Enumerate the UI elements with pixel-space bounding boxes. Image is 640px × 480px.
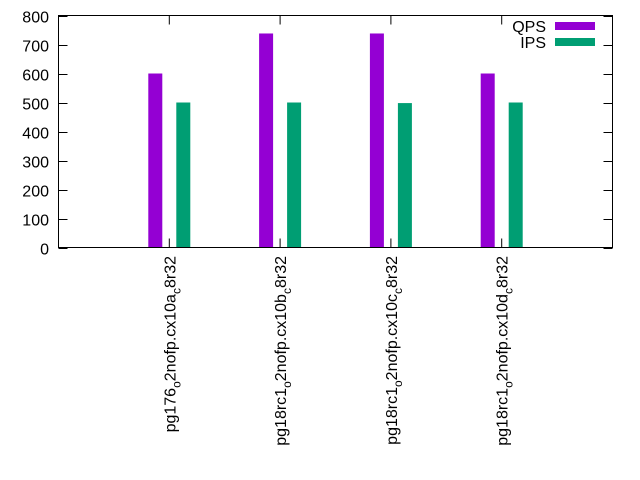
y-tick-label: 100 [22,213,49,230]
x-tick-label: pg18rc1o2nofp.cx10cc8r32 [384,256,405,445]
bar-qps [148,73,163,248]
x-tick-label-part: 2nofp.cx10a [162,294,179,381]
x-tick-label-part: 2nofp.cx10c [384,294,401,380]
legend-label-qps: QPS [512,19,546,36]
x-tick-label-part: 8r32 [273,256,290,288]
bar-qps [259,33,274,248]
bar-ips [287,102,302,248]
x-tick-label: pg18rc1o2nofp.cx10dc8r32 [495,256,516,446]
x-tick-label-part: pg18rc1 [495,388,512,446]
y-tick-label: 0 [40,242,49,259]
x-tick-label-part: 8r32 [384,256,401,288]
y-tick-label: 200 [22,184,49,201]
x-tick-label: pg18rc1o2nofp.cx10bc8r32 [273,256,294,446]
y-tick-label: 800 [22,10,49,27]
x-tick-label: pg176o2nofp.cx10ac8r32 [162,256,183,433]
x-tick-label-part: c [169,288,183,294]
x-tick-label-part: 2nofp.cx10d [495,294,512,381]
x-tick-label-part: pg18rc1 [273,388,290,446]
x-tick-label-part: 8r32 [495,256,512,288]
legend-label-ips: IPS [520,35,546,52]
bar-ips [176,102,191,248]
x-tick-labels: pg176o2nofp.cx10ac8r32pg18rc1o2nofp.cx10… [162,256,515,446]
x-tick-label-part: o [280,381,294,388]
x-tick-label-part: o [391,380,405,387]
x-tick-label-part: o [169,381,183,388]
bars [148,33,523,248]
legend-swatch-ips [555,38,595,46]
y-tick-label: 400 [22,126,49,143]
x-tick-label-part: 2nofp.cx10b [273,294,290,381]
y-tick-label: 600 [22,68,49,85]
plot-frame [58,15,613,248]
legend-swatch-qps [555,22,595,30]
bar-qps [480,73,495,248]
bar-ips [397,103,412,248]
x-tick-label-part: o [502,381,516,388]
bar-qps [369,33,384,248]
x-tick-label-part: c [391,288,405,294]
y-tick-label: 700 [22,39,49,56]
y-tick-label: 300 [22,155,49,172]
x-tick-label-part: pg176 [162,388,179,433]
x-tick-label-part: 8r32 [162,256,179,288]
x-tick-label-part: c [502,288,516,294]
bar-ips [508,102,523,248]
x-tick-label-part: c [280,288,294,294]
y-tick-labels: 0 100 200 300 400 500 600 700 800 [22,10,49,259]
y-tick-label: 500 [22,97,49,114]
ticks [58,15,613,249]
x-tick-label-part: pg18rc1 [384,387,401,445]
